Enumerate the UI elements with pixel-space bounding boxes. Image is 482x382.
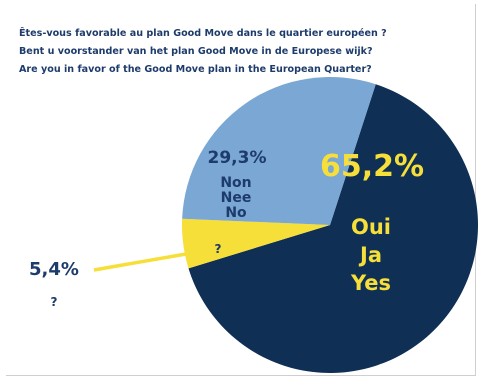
question-titles: Êtes-vous favorable au plan Good Move da… <box>19 25 479 79</box>
pie-slice-oui <box>188 84 478 373</box>
pie-slice-non <box>182 76 376 225</box>
chart-frame <box>6 4 476 376</box>
title-nl: Bent u voorstander van het plan Good Mov… <box>19 46 373 57</box>
slice-label-oui-line: Oui <box>351 215 391 239</box>
slice-label-unknown-inner: ? <box>215 242 222 256</box>
pie-slice-unknown <box>181 218 330 269</box>
slice-label-non-percent: 29,3% <box>208 148 267 168</box>
slice-label-non-line: Non <box>220 175 251 191</box>
slice-label-non-line: No <box>225 205 247 221</box>
slice-label-non-line: Nee <box>221 190 252 206</box>
slice-label-unknown-percent: 5,4% <box>29 259 79 280</box>
leader-line-unknown <box>93 252 187 272</box>
slice-label-oui-percent: 65,2% <box>320 149 424 184</box>
slice-label-oui-line: Ja <box>358 243 382 267</box>
slice-label-oui-line: Yes <box>350 271 391 295</box>
slice-label-unknown-outer: ? <box>51 295 58 309</box>
title-en: Are you in favor of the Good Move plan i… <box>19 64 372 75</box>
title-fr: Êtes-vous favorable au plan Good Move da… <box>19 28 387 39</box>
